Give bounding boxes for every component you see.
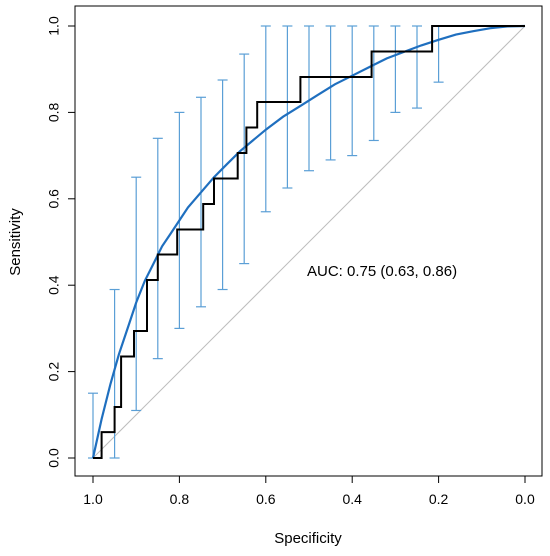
ci-bar <box>239 53 250 265</box>
diagonal-reference-layer <box>92 25 526 459</box>
y-tick-label: 1.0 <box>46 16 62 36</box>
ci-bar <box>196 96 206 308</box>
ci-bar <box>368 25 379 142</box>
x-tick-label: 0.2 <box>429 491 449 507</box>
y-axis-title: Sensitivity <box>7 208 24 276</box>
y-axis: 0.0 0.2 0.4 0.6 0.8 1.0 <box>46 16 76 468</box>
ci-bar <box>325 25 336 161</box>
y-tick-label: 0.8 <box>46 102 62 122</box>
ci-bar <box>304 25 314 172</box>
ci-bar <box>390 25 401 114</box>
ci-bar <box>217 79 228 291</box>
empirical-roc-curve <box>93 25 525 459</box>
ci-bar <box>412 25 422 109</box>
roc-curves-layer <box>91 24 526 459</box>
y-tick-label: 0.2 <box>46 362 62 382</box>
y-tick-label: 0.6 <box>46 189 62 209</box>
x-tick-label: 0.0 <box>515 491 535 507</box>
ci-bar <box>152 137 163 360</box>
x-tick-label: 0.6 <box>256 491 276 507</box>
x-tick-label: 1.0 <box>83 491 103 507</box>
y-tick-label: 0.0 <box>46 448 62 468</box>
ci-bar <box>260 25 271 213</box>
x-tick-label: 0.4 <box>342 491 362 507</box>
ci-bar <box>347 25 358 157</box>
auc-annotation: AUC: 0.75 (0.63, 0.86) <box>307 263 457 280</box>
x-axis: 1.0 0.8 0.6 0.4 0.2 0.0 <box>83 475 535 507</box>
y-tick-label: 0.4 <box>46 275 62 295</box>
ci-bar <box>282 25 293 189</box>
x-axis-title: Specificity <box>274 530 342 547</box>
ci-bar <box>433 25 444 83</box>
ci-bars-layer <box>88 25 444 459</box>
ci-bar <box>131 176 142 412</box>
x-tick-label: 0.8 <box>170 491 190 507</box>
diagonal-reference-line <box>92 25 526 459</box>
ci-bar <box>88 392 98 459</box>
